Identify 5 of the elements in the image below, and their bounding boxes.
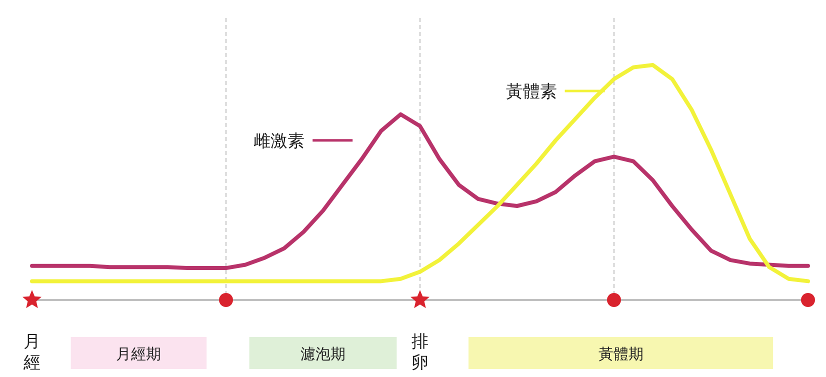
x-tick-label: 月經	[24, 332, 40, 373]
annotation: 黃體期	[598, 345, 644, 363]
x-tick-label: 排卵	[412, 332, 428, 373]
annotation: 月經期	[116, 345, 162, 363]
annotation: 濾泡期	[300, 345, 346, 363]
